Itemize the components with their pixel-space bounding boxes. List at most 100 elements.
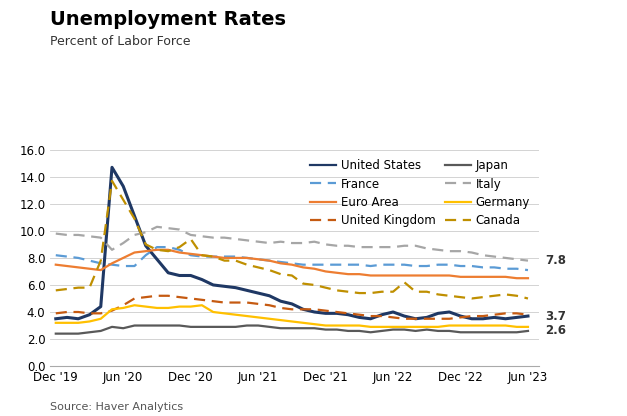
United States: [446, 310, 453, 314]
Italy: [401, 243, 408, 248]
United Kingdom: [322, 308, 329, 313]
Japan: [142, 323, 149, 328]
Canada: [120, 197, 127, 202]
Canada: [75, 285, 82, 290]
Italy: [322, 242, 329, 247]
Canada: [446, 293, 453, 298]
United States: [153, 257, 161, 262]
Italy: [120, 240, 127, 245]
Germany: [378, 324, 386, 329]
United Kingdom: [333, 310, 340, 314]
Text: Source: Haver Analytics: Source: Haver Analytics: [50, 402, 183, 412]
Euro Area: [198, 253, 206, 258]
Text: 7.8: 7.8: [545, 254, 566, 267]
Euro Area: [86, 266, 93, 271]
Canada: [322, 285, 329, 290]
Italy: [344, 243, 352, 248]
France: [108, 262, 116, 267]
Canada: [310, 282, 318, 287]
Euro Area: [75, 265, 82, 270]
France: [198, 254, 206, 259]
France: [389, 262, 397, 267]
Germany: [524, 324, 532, 329]
Germany: [243, 314, 251, 319]
United States: [423, 315, 431, 320]
Italy: [513, 257, 520, 262]
United Kingdom: [435, 316, 442, 321]
United Kingdom: [176, 295, 183, 300]
United Kingdom: [63, 310, 71, 314]
Italy: [198, 234, 206, 239]
Germany: [120, 305, 127, 310]
Germany: [209, 310, 217, 314]
Euro Area: [412, 273, 419, 278]
France: [378, 262, 386, 267]
United States: [344, 312, 352, 317]
Germany: [412, 324, 419, 329]
Canada: [97, 258, 105, 263]
United States: [468, 316, 475, 321]
Germany: [367, 324, 374, 329]
France: [524, 267, 532, 272]
Euro Area: [221, 255, 228, 260]
Germany: [52, 320, 60, 325]
United Kingdom: [221, 300, 228, 305]
Italy: [490, 254, 498, 259]
Japan: [288, 326, 296, 331]
Euro Area: [277, 261, 285, 266]
France: [356, 262, 363, 267]
United States: [356, 315, 363, 320]
Canada: [389, 289, 397, 294]
Japan: [310, 326, 318, 331]
Italy: [412, 243, 419, 248]
Canada: [423, 289, 431, 294]
Text: Percent of Labor Force: Percent of Labor Force: [50, 35, 191, 48]
Euro Area: [164, 247, 172, 252]
United States: [255, 290, 262, 295]
Italy: [367, 245, 374, 250]
Italy: [221, 235, 228, 240]
Canada: [187, 236, 194, 241]
Japan: [209, 324, 217, 329]
Canada: [232, 258, 240, 263]
United States: [401, 314, 408, 319]
United Kingdom: [232, 300, 240, 305]
Euro Area: [513, 276, 520, 281]
United Kingdom: [356, 312, 363, 317]
Line: Canada: Canada: [56, 181, 528, 299]
United Kingdom: [86, 311, 93, 316]
Japan: [423, 327, 431, 332]
United States: [187, 273, 194, 278]
United Kingdom: [423, 316, 431, 321]
United Kingdom: [108, 308, 116, 313]
United States: [198, 277, 206, 282]
Japan: [513, 330, 520, 335]
France: [277, 260, 285, 265]
France: [513, 266, 520, 271]
Japan: [367, 330, 374, 335]
United Kingdom: [412, 316, 419, 321]
France: [52, 253, 60, 258]
United States: [322, 311, 329, 316]
Italy: [97, 235, 105, 240]
Euro Area: [333, 270, 340, 275]
Italy: [435, 247, 442, 252]
Italy: [502, 255, 509, 260]
Japan: [479, 330, 487, 335]
United States: [108, 165, 116, 170]
Germany: [446, 323, 453, 328]
Canada: [209, 254, 217, 259]
Line: Japan: Japan: [56, 325, 528, 334]
Euro Area: [389, 273, 397, 278]
Euro Area: [209, 254, 217, 259]
Italy: [86, 234, 93, 239]
France: [479, 265, 487, 270]
Canada: [412, 289, 419, 294]
France: [63, 254, 71, 259]
Legend: United States, France, Euro Area, United Kingdom, Japan, Italy, Germany, Canada: United States, France, Euro Area, United…: [306, 156, 534, 231]
Line: France: France: [56, 247, 528, 270]
United States: [176, 273, 183, 278]
Germany: [468, 323, 475, 328]
United States: [479, 316, 487, 321]
Canada: [176, 245, 183, 250]
